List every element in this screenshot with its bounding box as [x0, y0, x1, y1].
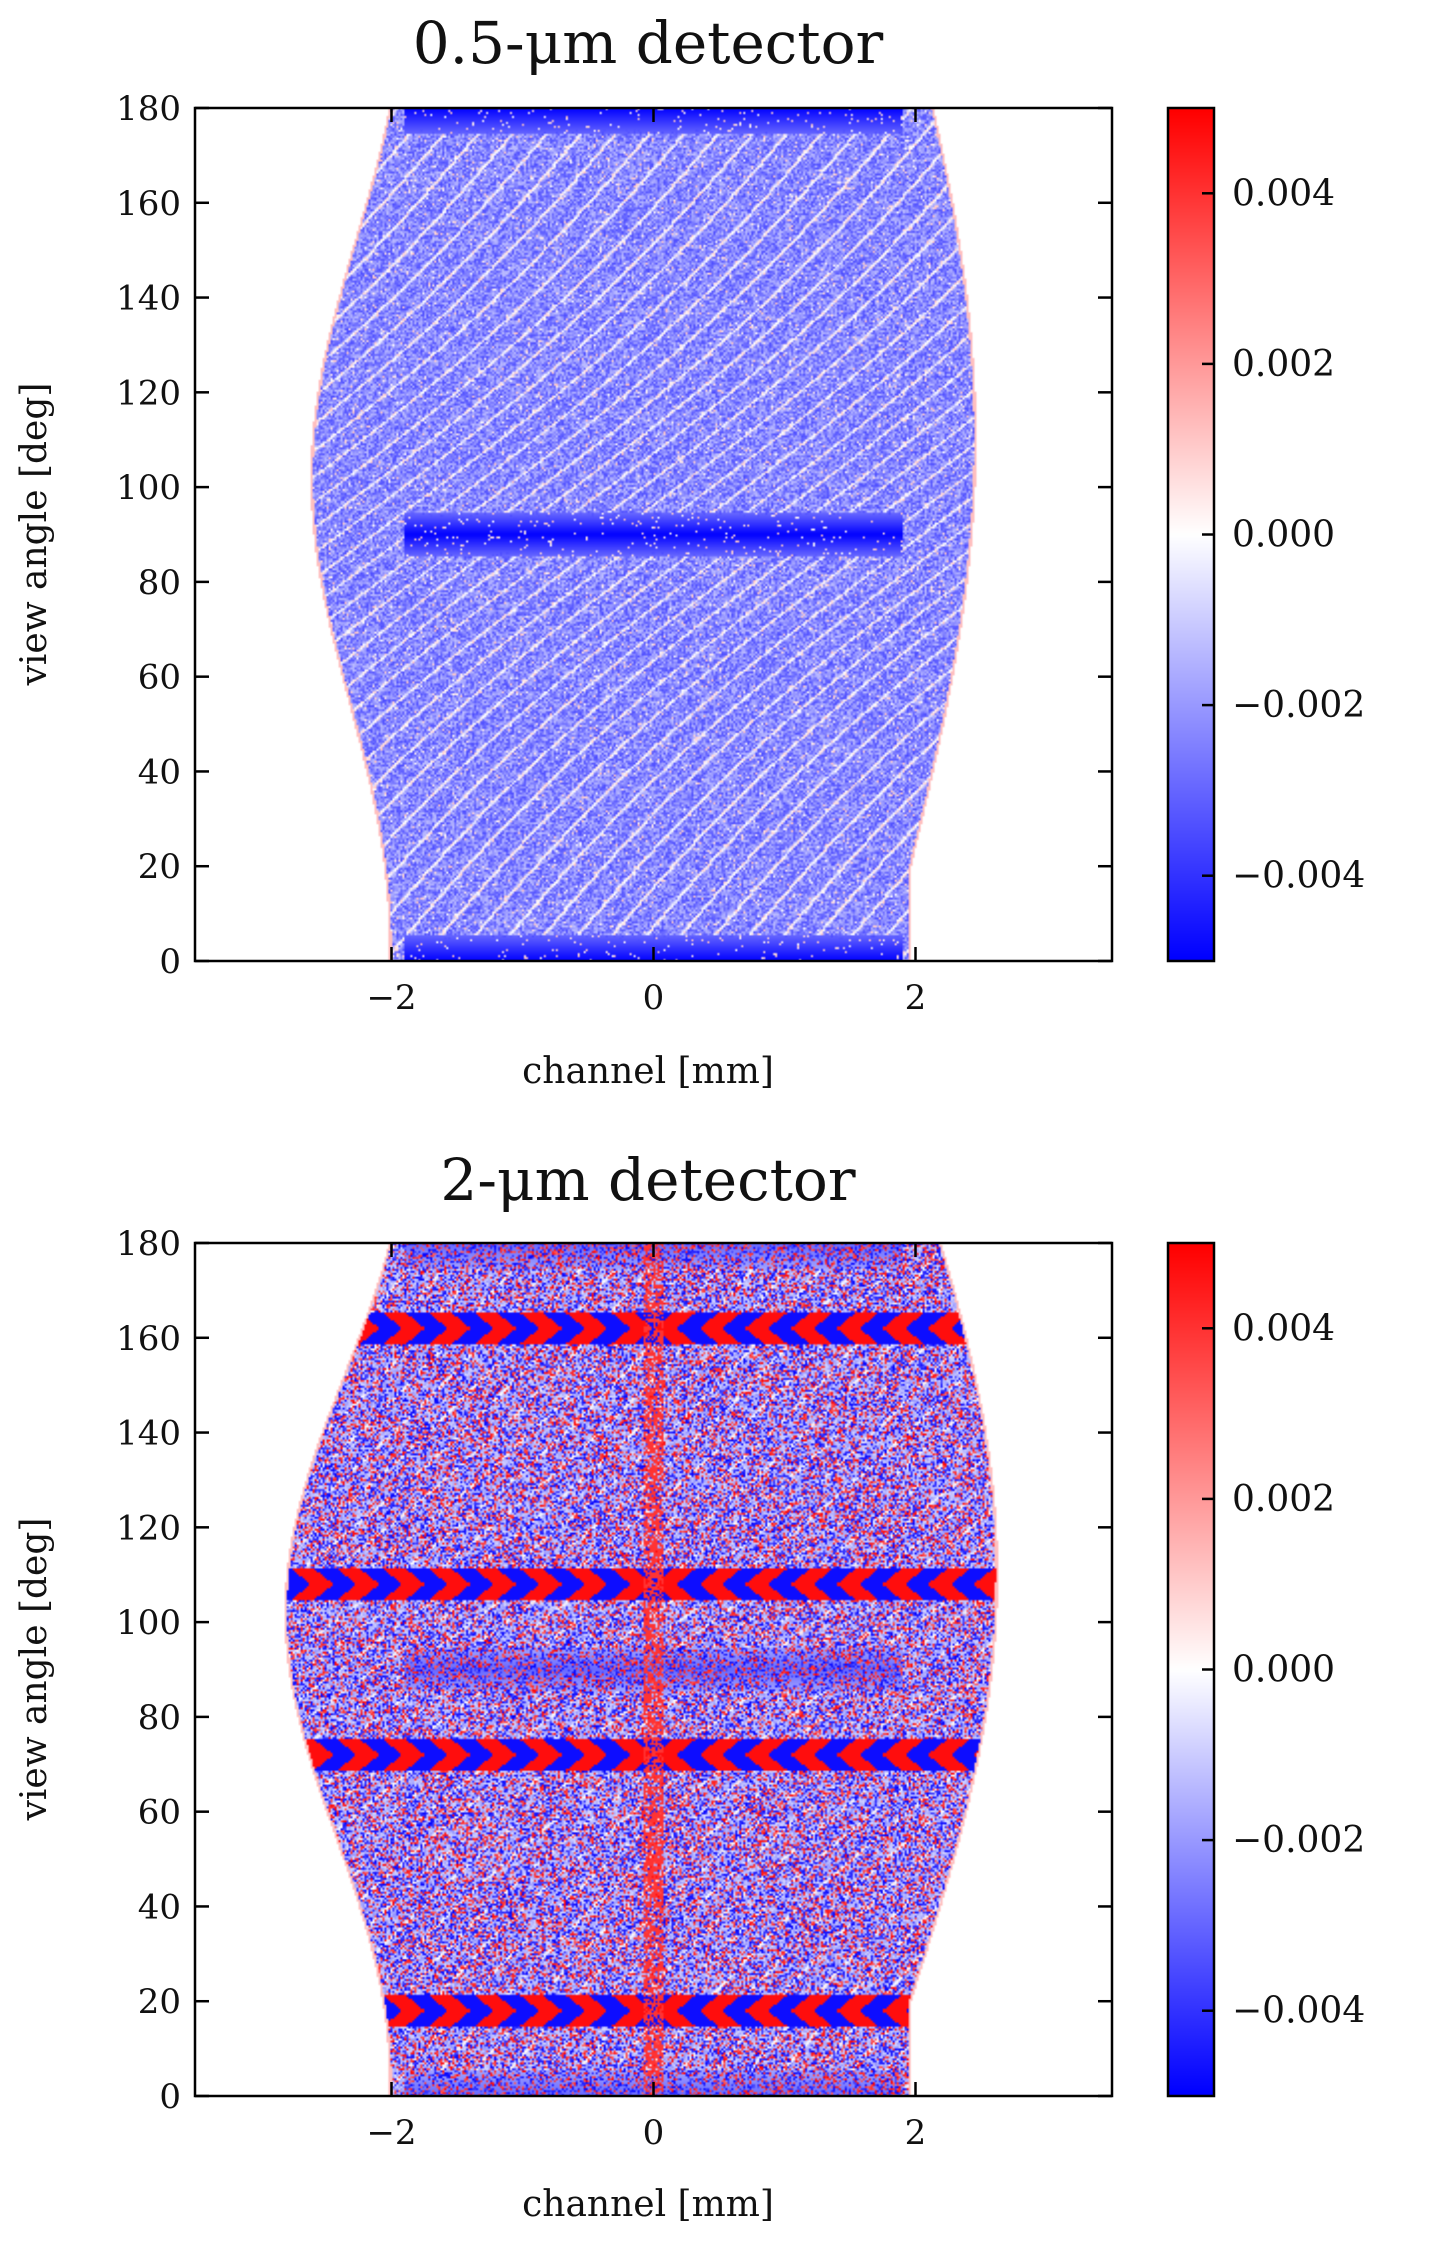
x-tick-label: 2: [905, 978, 927, 1018]
y-tick-label: 80: [138, 1698, 181, 1738]
y-tick-label: 120: [116, 373, 181, 413]
y-tick-label: 140: [116, 1414, 181, 1454]
y-axis: 0 20 40 60 80 100 120 140 160 180: [116, 1224, 1112, 2117]
y-tick-label: 60: [138, 658, 181, 698]
y-tick-label: 100: [116, 1603, 181, 1643]
colorbar-tick-label: −0.004: [1232, 856, 1365, 897]
chart-title: 2-μm detector: [440, 1146, 855, 1214]
x-tick-label: 0: [643, 2113, 665, 2153]
y-tick-label: 20: [138, 847, 181, 887]
colorbar-tick-label: 0.002: [1232, 1479, 1335, 1520]
y-tick-label: 80: [138, 563, 181, 603]
y-tick-label: 140: [116, 279, 181, 319]
y-tick-label: 40: [138, 1887, 181, 1927]
colorbar-axis: 0.004 0.002 0.000 −0.002 −0.004: [1202, 173, 1365, 897]
heatmap-image: [195, 108, 1112, 961]
panel-0.5um: 0.5-μm detector 020406080100120140160180…: [14, 9, 1365, 1092]
chart-title: 0.5-μm detector: [413, 9, 884, 77]
colorbar-tick-label: 0.000: [1232, 515, 1335, 556]
y-tick-label: 40: [138, 752, 181, 792]
colorbar-tick-label: 0.004: [1232, 173, 1335, 214]
y-tick-label: 120: [116, 1508, 181, 1548]
y-tick-label: 60: [138, 1793, 181, 1833]
x-tick-label: 0: [643, 978, 665, 1018]
y-tick-label: 0: [159, 942, 181, 982]
y-tick-label: 160: [116, 1319, 181, 1359]
colorbar-tick-label: −0.002: [1232, 685, 1365, 726]
x-axis: −2 0 2: [366, 1243, 926, 2153]
x-axis: −2 0 2: [366, 108, 926, 1018]
colorbar-tick-label: −0.004: [1232, 1991, 1365, 2032]
colorbar-tick-label: 0.000: [1232, 1650, 1335, 1691]
y-tick-label: 160: [116, 184, 181, 224]
x-tick-label: 2: [905, 2113, 927, 2153]
colorbar-tick-label: 0.004: [1232, 1308, 1335, 1349]
x-axis-label: channel [mm]: [522, 1051, 774, 1092]
colorbar-tick-label: 0.002: [1232, 344, 1335, 385]
heatmap-image: [195, 1243, 1112, 2096]
x-axis-label: channel [mm]: [522, 2184, 774, 2225]
colorbar-axis: 0.004 0.002 0.000 −0.002 −0.004: [1202, 1308, 1365, 2032]
y-tick-label: 0: [159, 2077, 181, 2117]
y-axis-label: view angle [deg]: [14, 383, 55, 687]
y-tick-label: 180: [116, 89, 181, 129]
y-tick-label: 20: [138, 1982, 181, 2022]
colorbar-tick-label: −0.002: [1232, 1820, 1365, 1861]
y-tick-label: 100: [116, 468, 181, 508]
x-tick-label: −2: [366, 978, 416, 1018]
x-tick-label: −2: [366, 2113, 416, 2153]
y-axis: 0 20 40 60 80 100 120 140 160 180: [116, 89, 1112, 982]
y-axis-label: view angle [deg]: [14, 1518, 55, 1822]
y-tick-label: 180: [116, 1224, 181, 1264]
